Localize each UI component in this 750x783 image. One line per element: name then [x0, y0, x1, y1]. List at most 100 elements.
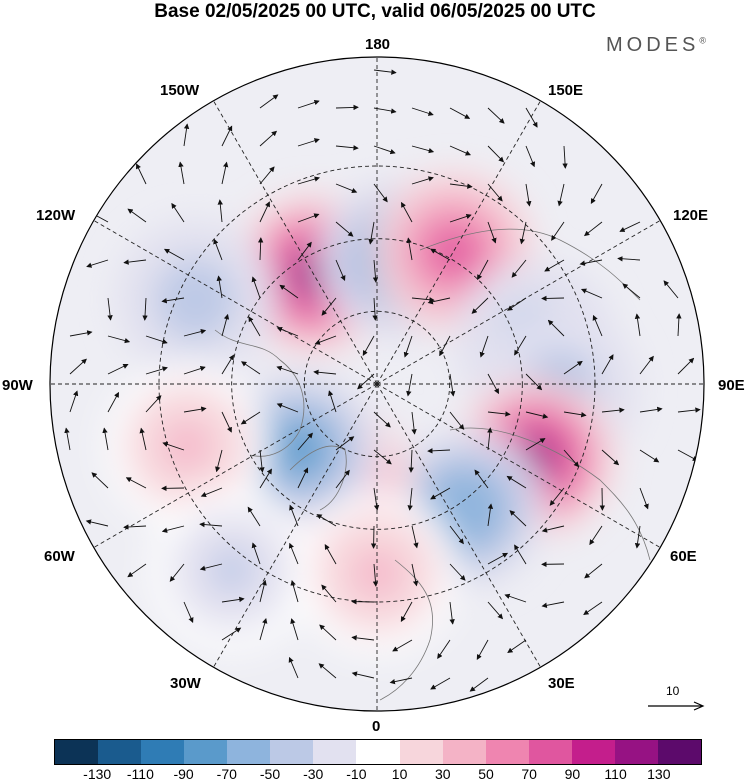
- wind-vector: [107, 363, 129, 375]
- wind-vector: [557, 183, 565, 207]
- wind-vector: [217, 199, 223, 223]
- wind-vector: [427, 448, 451, 454]
- wind-vector: [639, 355, 654, 375]
- anomaly-blob: [431, 229, 476, 274]
- wind-vector: [216, 275, 223, 299]
- wind-vector: [91, 472, 109, 489]
- arrow-right-icon: [648, 701, 705, 711]
- wind-vector: [408, 449, 414, 473]
- wind-vector: [163, 248, 185, 261]
- wind-vector: [289, 504, 299, 527]
- colorbar-swatch: [313, 740, 357, 764]
- wind-vector: [107, 297, 113, 321]
- wind-vector: [257, 237, 264, 261]
- wind-vector: [136, 163, 147, 185]
- wind-vector: [619, 221, 641, 232]
- wind-vector: [373, 107, 397, 114]
- colorbar-swatch: [485, 740, 529, 764]
- wind-vector: [259, 468, 272, 489]
- wind-vector: [221, 411, 232, 433]
- wind-vector: [199, 521, 223, 528]
- lon-label-150w: 150W: [160, 82, 200, 99]
- wind-vector: [372, 297, 378, 321]
- wind-vector: [400, 601, 413, 623]
- wind-vector: [259, 579, 267, 603]
- meridian: [93, 220, 378, 385]
- brand-text: MODES: [606, 34, 700, 56]
- wind-vector: [592, 314, 603, 337]
- wind-vector: [107, 335, 131, 344]
- wind-vector: [259, 617, 268, 641]
- wind-vector: [519, 221, 527, 245]
- wind-vector: [335, 436, 355, 451]
- wind-vector: [297, 432, 313, 451]
- wind-vector: [589, 525, 603, 546]
- colorbar-tick-label: 130: [647, 766, 671, 782]
- coastline-greenland: [289, 445, 347, 511]
- wind-vector: [215, 449, 223, 473]
- wind-vector: [313, 369, 337, 375]
- wind-vector: [639, 449, 660, 463]
- colorbar-swatch: [55, 740, 99, 764]
- wind-vector: [373, 449, 392, 465]
- lon-label-30w: 30W: [170, 675, 201, 692]
- wind-vector: [634, 313, 641, 337]
- wind-vector: [639, 487, 649, 510]
- registered-mark: ®: [699, 35, 706, 46]
- colorbar-tick-label: 30: [435, 766, 451, 782]
- wind-vector: [200, 487, 223, 497]
- wind-vector: [676, 313, 682, 337]
- colorbar: [54, 739, 702, 765]
- wind-vector: [221, 354, 234, 375]
- colorbar-swatch: [184, 740, 228, 764]
- wind-vector: [373, 411, 391, 428]
- lon-label-150e: 150E: [548, 82, 584, 99]
- wind-vector: [351, 635, 375, 641]
- wind-vector: [335, 221, 354, 237]
- wind-vector: [276, 326, 299, 337]
- wind-vector: [297, 176, 320, 185]
- lon-label-30e: 30E: [548, 675, 575, 692]
- wind-vector: [549, 487, 565, 506]
- wind-vector: [123, 259, 147, 265]
- wind-vector: [487, 503, 494, 527]
- wind-vector: [406, 237, 413, 261]
- wind-vector: [248, 316, 261, 337]
- wind-vector: [69, 390, 79, 413]
- wind-vector: [563, 449, 580, 468]
- modes-logo: MODES®: [606, 34, 706, 57]
- wind-vector: [183, 123, 190, 147]
- wind-vector: [259, 449, 265, 473]
- colorbar-swatch: [227, 740, 271, 764]
- wind-vector: [221, 125, 233, 147]
- wind-vector: [297, 138, 320, 147]
- wind-vector: [368, 221, 375, 245]
- vector-reference-value: 10: [666, 684, 680, 698]
- lon-label-0: 0: [372, 718, 381, 735]
- wind-vector: [487, 601, 504, 620]
- wind-vector: [449, 183, 473, 189]
- colorbar-swatch: [657, 740, 701, 764]
- wind-vector: [69, 330, 93, 337]
- colorbar-swatch: [270, 740, 314, 764]
- wind-vector: [449, 107, 471, 119]
- colorbar-tick-label: 50: [478, 766, 494, 782]
- wind-vector: [85, 519, 109, 527]
- wind-vector: [251, 542, 261, 565]
- wind-vector: [487, 221, 497, 244]
- wind-vector: [449, 601, 455, 625]
- wind-vector: [401, 201, 413, 223]
- wind-vector: [288, 542, 299, 565]
- wind-vector: [321, 297, 337, 316]
- wind-vector: [474, 469, 489, 489]
- wind-vector: [411, 145, 435, 154]
- wind-vector: [142, 297, 148, 321]
- wind-vector: [107, 391, 119, 413]
- meridian: [213, 383, 378, 668]
- anomaly-blob: [173, 277, 218, 322]
- wind-vector: [525, 438, 546, 451]
- wind-vector: [579, 259, 603, 266]
- wind-vector: [373, 487, 380, 511]
- wind-vector: [221, 313, 230, 337]
- colorbar-tick-label: -130: [83, 766, 112, 782]
